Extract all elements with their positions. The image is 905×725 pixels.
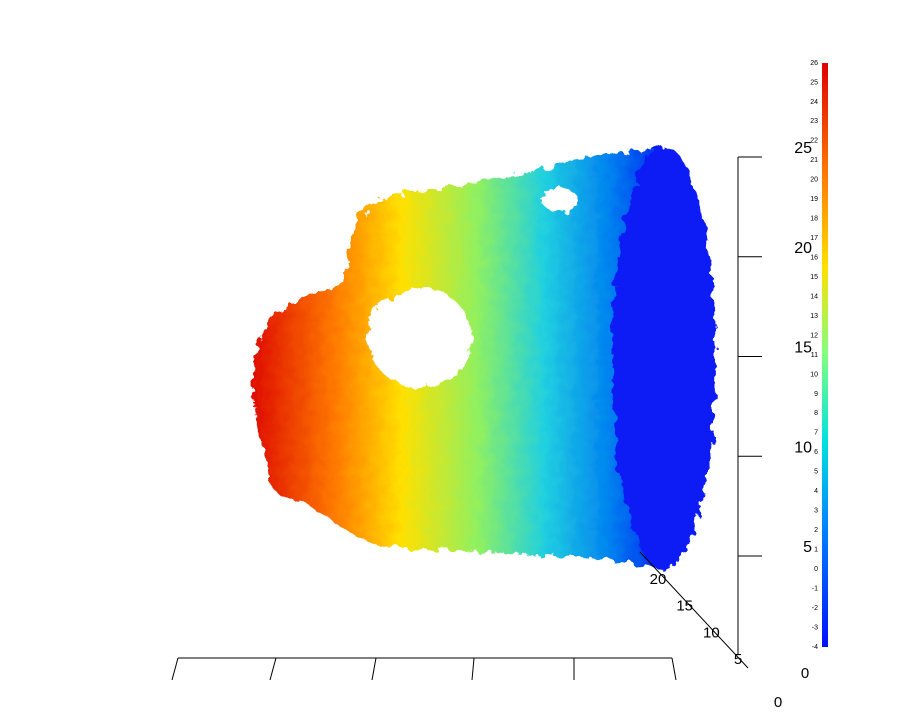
colorbar-tick-label: 7 bbox=[814, 430, 818, 437]
colorbar-tick-label: -4 bbox=[812, 644, 818, 651]
colorbar-tick-label: 18 bbox=[810, 216, 818, 223]
colorbar-tick-label: -1 bbox=[812, 585, 818, 592]
depth-tick-label: 20 bbox=[650, 571, 667, 588]
vertical-tick-label: 5 bbox=[803, 539, 812, 556]
colorbar-tick-label: 0 bbox=[814, 566, 818, 573]
colorbar-tick-label: -2 bbox=[812, 605, 818, 612]
colorbar-tick-label: 24 bbox=[810, 99, 818, 106]
colorbar-tick-label: 25 bbox=[810, 79, 818, 86]
colorbar-tick-label: 21 bbox=[810, 157, 818, 164]
vertical-tick-label: 10 bbox=[794, 439, 812, 456]
depth-tick-label: 10 bbox=[703, 624, 720, 641]
colorbar-tick-label: 19 bbox=[810, 196, 818, 203]
bottom-tick bbox=[171, 657, 179, 681]
colorbar-tick-label: 17 bbox=[810, 235, 818, 242]
depth-axis-line bbox=[639, 551, 749, 669]
colorbar-tick-label: 26 bbox=[810, 60, 818, 67]
colorbar-tick-label: 5 bbox=[814, 469, 818, 476]
vertical-tick-label: 15 bbox=[794, 340, 812, 357]
colorbar-tick-label: 4 bbox=[814, 488, 818, 495]
axes bbox=[171, 157, 749, 681]
colorbar-tick-label: 23 bbox=[810, 118, 818, 125]
colorbar bbox=[822, 63, 828, 647]
colorbar-tick-label: 11 bbox=[811, 352, 818, 359]
point-cloud bbox=[253, 146, 716, 570]
colorbar-tick-label: 16 bbox=[810, 255, 818, 262]
colorbar-tick-label: 9 bbox=[814, 391, 818, 398]
colorbar-tick-label: 20 bbox=[810, 177, 818, 184]
colorbar-tick-label: 8 bbox=[814, 410, 818, 417]
bottom-tick bbox=[371, 657, 377, 681]
colorbar-tick-label: 2 bbox=[814, 527, 818, 534]
colorbar-tick-label: 14 bbox=[810, 293, 818, 300]
origin-label: 0 bbox=[774, 694, 782, 711]
depth-tick-label: 15 bbox=[676, 598, 693, 615]
bottom-tick bbox=[671, 657, 677, 681]
bottom-tick bbox=[269, 657, 277, 681]
vertical-tick-label: 20 bbox=[794, 240, 812, 257]
vertical-tick-label: 25 bbox=[794, 140, 812, 157]
colorbar-tick-label: 12 bbox=[810, 332, 818, 339]
colorbar-tick-label: 6 bbox=[814, 449, 818, 456]
depth-tick-label: 5 bbox=[734, 651, 742, 668]
colorbar-tick-label: -3 bbox=[812, 624, 818, 631]
colorbar-tick-label: 3 bbox=[814, 508, 818, 515]
colorbar-tick-label: 1 bbox=[814, 547, 818, 554]
bottom-tick bbox=[471, 657, 475, 681]
colorbar-tick-label: 10 bbox=[810, 371, 818, 378]
origin-label: 0 bbox=[801, 665, 809, 682]
colorbar-tick-label: 13 bbox=[810, 313, 818, 320]
colorbar-tick-label: 15 bbox=[810, 274, 818, 281]
colorbar-tick-label: 22 bbox=[810, 138, 818, 145]
